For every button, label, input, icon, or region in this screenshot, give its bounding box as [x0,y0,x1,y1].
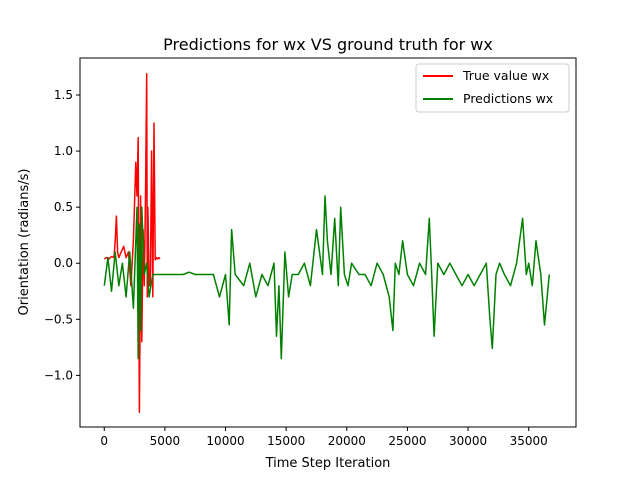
x-axis-label: Time Step Iteration [265,456,391,471]
legend: True value wx Predictions wx [415,63,570,113]
x-tick-label: 20000 [328,434,366,448]
chart-title: Predictions for wx VS ground truth for w… [163,35,493,54]
x-tick-label: 0 [100,434,108,448]
y-axis-ticks: −1.0 −0.5 0.0 0.5 1.0 1.5 [44,88,80,382]
plot-frame [79,57,577,428]
x-axis-ticks: 0 5000 10000 15000 20000 25000 30000 35000 [100,427,548,448]
y-tick-label: 0.5 [54,200,73,214]
x-tick-label: 35000 [510,434,548,448]
x-tick-label: 25000 [388,434,426,448]
series-line-predictions [103,195,551,360]
y-tick-label: 1.0 [54,144,73,158]
legend-label-pred: Predictions wx [463,91,553,106]
y-tick-label: −0.5 [44,312,73,326]
y-tick-label: −1.0 [44,368,73,382]
y-tick-label: 1.5 [54,88,73,102]
legend-box [415,63,570,113]
legend-label-true: True value wx [462,68,549,83]
x-tick-label: 15000 [267,434,305,448]
series-line-true-value [103,72,161,414]
series-layer [103,72,551,414]
x-tick-label: 10000 [206,434,244,448]
x-tick-label: 5000 [150,434,181,448]
plot-area [79,57,577,428]
y-axis-label: Orientation (radians/s) [17,169,32,316]
x-tick-label: 30000 [449,434,487,448]
y-tick-label: 0.0 [54,256,73,270]
